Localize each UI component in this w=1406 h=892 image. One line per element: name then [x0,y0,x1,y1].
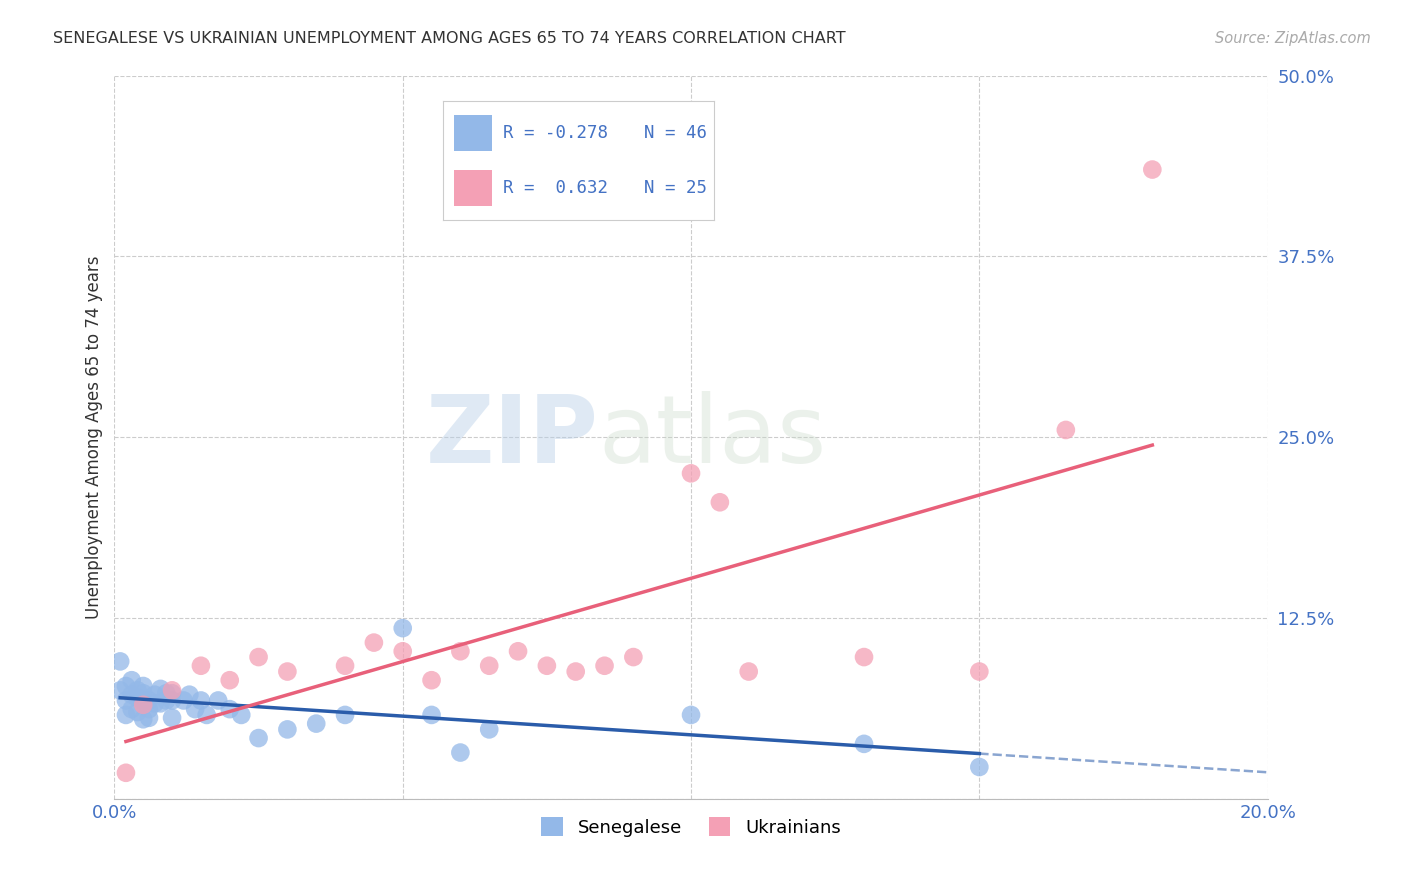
Point [195,707,218,722]
Point [121,688,143,702]
Point [173,693,195,707]
Point [138,693,160,707]
Point [132,712,155,726]
Point [247,650,270,665]
Point [121,673,143,688]
Point [536,658,558,673]
Point [276,723,298,737]
Point [115,707,138,722]
Point [1054,423,1077,437]
Point [207,693,229,707]
Text: Source: ZipAtlas.com: Source: ZipAtlas.com [1215,31,1371,46]
Point [305,716,328,731]
Point [391,644,413,658]
Point [969,665,991,679]
Point [127,705,149,719]
Point [247,731,270,745]
Legend: Senegalese, Ukrainians: Senegalese, Ukrainians [534,810,848,844]
Point [127,690,149,705]
Point [108,683,131,698]
Point [738,665,761,679]
Point [155,686,177,700]
Point [478,723,501,737]
Point [853,737,876,751]
Point [132,698,155,712]
Point [190,658,212,673]
Text: SENEGALESE VS UKRAINIAN UNEMPLOYMENT AMONG AGES 65 TO 74 YEARS CORRELATION CHART: SENEGALESE VS UKRAINIAN UNEMPLOYMENT AMO… [53,31,846,46]
Point [184,702,207,716]
Text: atlas: atlas [599,392,827,483]
Point [132,686,155,700]
Text: ZIP: ZIP [426,392,599,483]
Point [593,658,616,673]
Point [420,707,443,722]
Point [218,673,240,688]
Point [969,760,991,774]
Point [564,665,586,679]
Point [115,679,138,693]
Point [679,467,702,481]
Point [853,650,876,665]
Point [679,707,702,722]
Point [115,693,138,707]
Point [155,693,177,707]
Point [149,681,172,696]
Point [121,702,143,716]
Point [478,658,501,673]
Point [160,686,183,700]
Point [127,683,149,698]
Point [276,665,298,679]
Point [218,702,240,716]
Point [449,746,471,760]
Point [420,673,443,688]
Point [190,693,212,707]
Point [138,711,160,725]
Point [1142,162,1164,177]
Point [149,697,172,711]
Y-axis label: Unemployment Among Ages 65 to 74 years: Unemployment Among Ages 65 to 74 years [86,255,103,619]
Point [333,658,356,673]
Point [231,707,253,722]
Point [160,683,183,698]
Point [333,707,356,722]
Point [132,679,155,693]
Point [363,635,385,649]
Point [160,693,183,707]
Point [160,711,183,725]
Point [138,702,160,716]
Point [115,765,138,780]
Point [108,654,131,668]
Point [709,495,731,509]
Point [621,650,644,665]
Point [179,688,201,702]
Point [143,697,166,711]
Point [132,693,155,707]
Point [506,644,529,658]
Point [449,644,471,658]
Point [143,688,166,702]
Point [391,621,413,635]
